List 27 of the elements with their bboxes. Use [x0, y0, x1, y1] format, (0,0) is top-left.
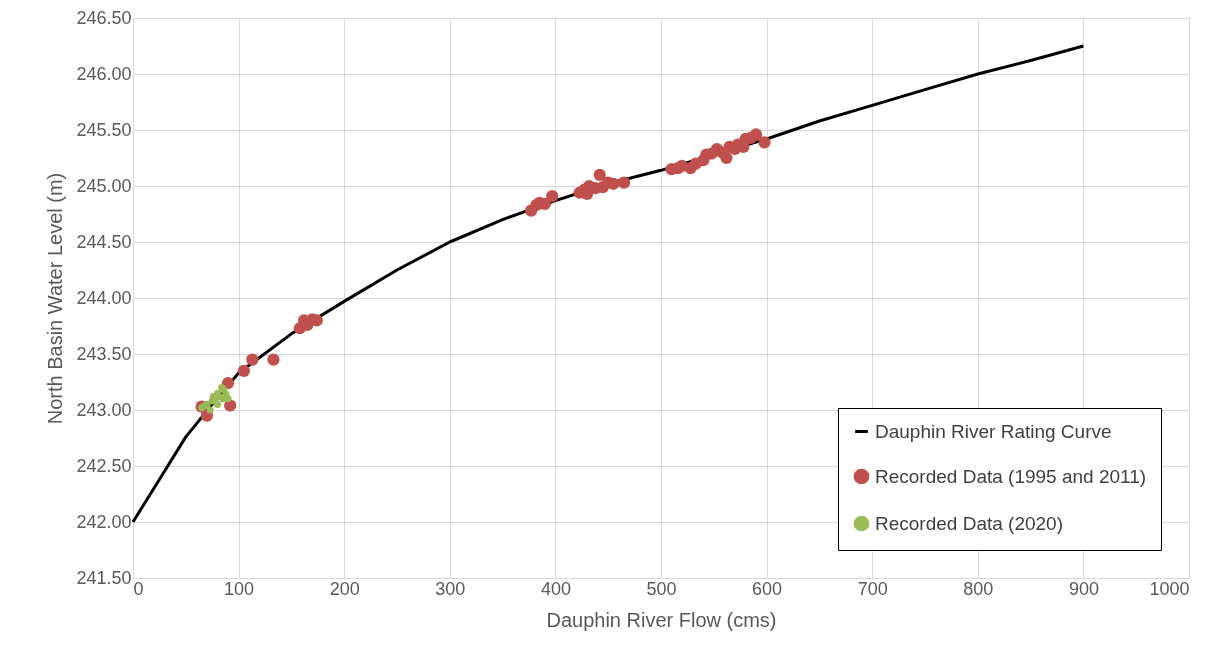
y-tick-label: 242.50: [76, 455, 132, 476]
x-tick-label: 900: [1068, 578, 1099, 599]
x-tick-label: 700: [857, 578, 888, 599]
y-axis-title: North Basin Water Level (m): [44, 172, 67, 425]
legend-label: Recorded Data (1995 and 2011): [875, 465, 1147, 487]
y-tick-label: 245.50: [76, 119, 132, 140]
y-tick-label: 246.00: [76, 63, 132, 84]
x-tick-label: 400: [540, 578, 571, 599]
x-tick-label: 1000: [1149, 578, 1190, 599]
x-tick-label: 500: [646, 578, 677, 599]
legend-label: Recorded Data (2020): [875, 512, 1063, 534]
y-tick-label: 245.00: [76, 175, 132, 196]
y-tick-label: 242.00: [76, 511, 132, 532]
x-tick-label: 0: [133, 578, 144, 599]
x-tick-label: 300: [435, 578, 466, 599]
y-tick-label: 246.50: [76, 7, 132, 28]
legend-label: Dauphin River Rating Curve: [875, 420, 1112, 442]
x-axis-title: Dauphin River Flow (cms): [546, 608, 777, 631]
y-tick-label: 243.00: [76, 399, 132, 420]
y-tick-label: 243.50: [76, 343, 132, 364]
y-tick-label: 241.50: [76, 567, 132, 588]
y-tick-label: 244.00: [76, 287, 132, 308]
y-tick-label: 244.50: [76, 231, 132, 252]
x-tick-label: 800: [963, 578, 994, 599]
x-tick-label: 600: [752, 578, 783, 599]
x-tick-label: 100: [224, 578, 255, 599]
x-tick-label: 200: [329, 578, 360, 599]
